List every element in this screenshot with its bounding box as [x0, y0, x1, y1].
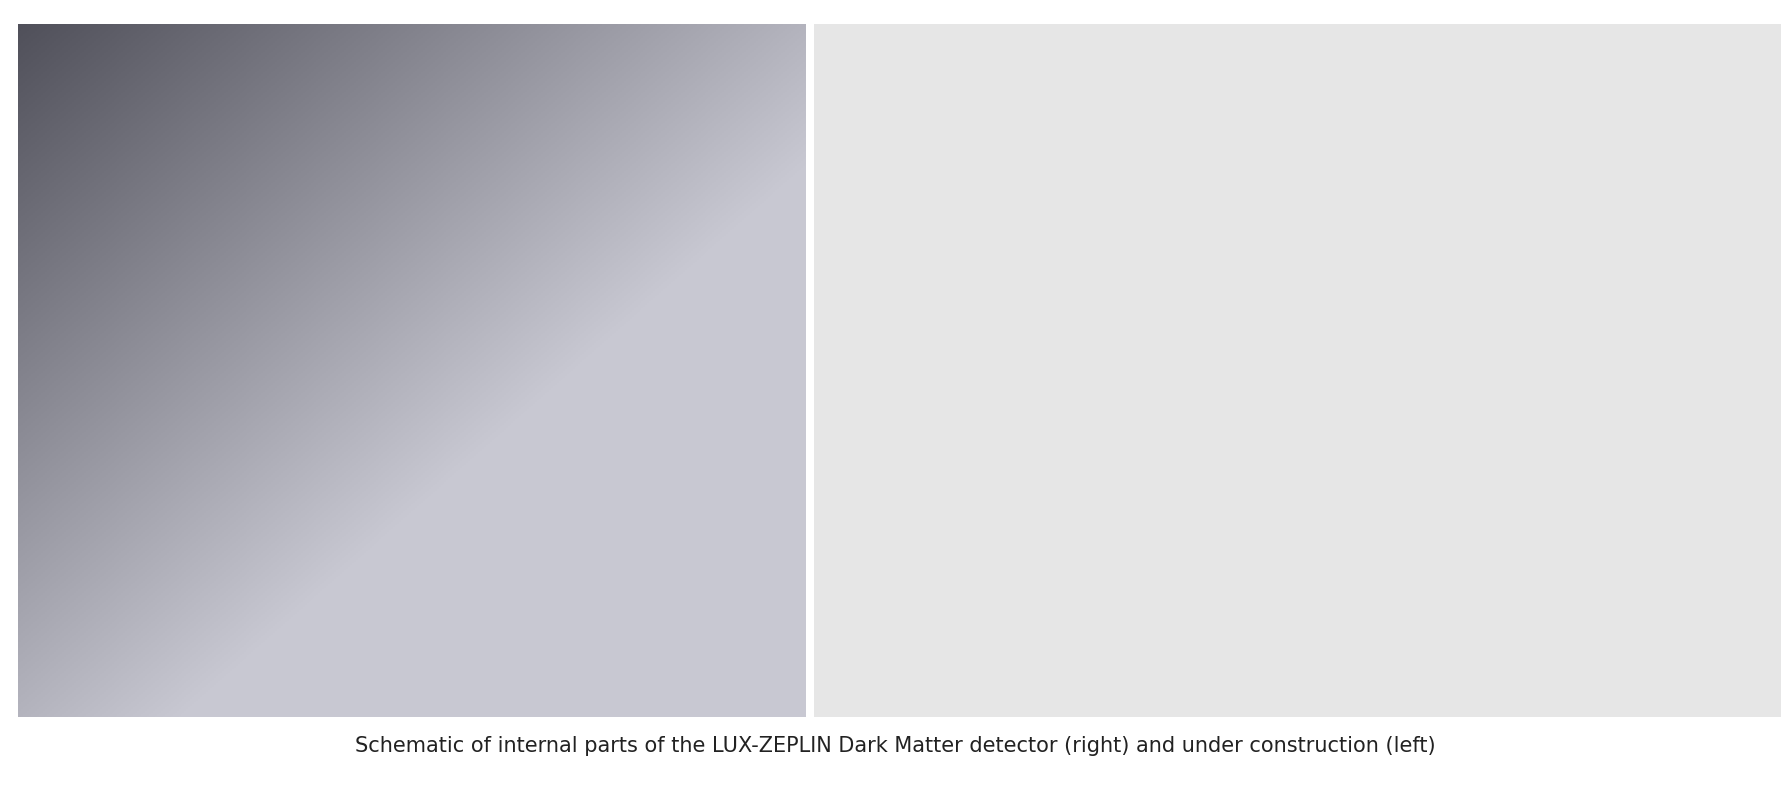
- Text: Schematic of internal parts of the LUX-ZEPLIN Dark Matter detector (right) and u: Schematic of internal parts of the LUX-Z…: [354, 737, 1435, 756]
